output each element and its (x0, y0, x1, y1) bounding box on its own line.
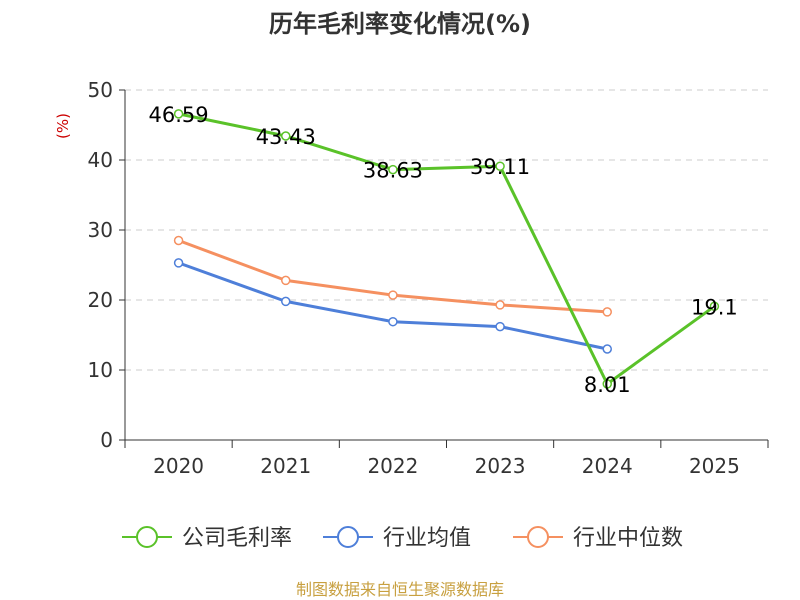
data-point (281, 131, 291, 141)
legend[interactable]: 公司毛利率 行业均值 行业中位数 (122, 526, 683, 551)
data-label: 43.43 (256, 125, 316, 149)
data-point (709, 301, 720, 312)
y-tick-label: 0 (100, 428, 113, 452)
series (173, 109, 720, 389)
data-label: 19.1 (691, 295, 738, 319)
data-point (173, 109, 184, 119)
data-point (602, 307, 612, 317)
axes: 0 10 20 30 40 50 2020 2021 2022 2023 2024 2025 (88, 78, 769, 478)
legend-label[interactable]: 行业中位数 (573, 526, 683, 551)
data-point (173, 235, 184, 246)
legend-label[interactable]: 行业均值 (383, 526, 471, 551)
y-tick-label: 50 (88, 78, 113, 102)
x-tick-label: 2022 (367, 454, 418, 478)
x-tick-label: 2021 (260, 454, 311, 478)
data-point (388, 164, 398, 175)
legend-marker (136, 526, 158, 548)
legend-marker (527, 526, 549, 548)
chart-title: 历年毛利率变化情况(%) (269, 10, 531, 38)
data-point (495, 161, 505, 171)
data-point (602, 344, 612, 354)
data-point (388, 290, 398, 300)
x-tick-label: 2025 (689, 454, 740, 478)
series-line (178, 112, 716, 386)
data-point (388, 316, 398, 327)
y-axis-title: (%) (54, 113, 72, 139)
data-point (173, 258, 184, 268)
data-label: 39.11 (470, 155, 530, 179)
data-point (281, 296, 291, 307)
y-tick-label: 10 (88, 358, 113, 382)
data-label: 38.63 (363, 159, 423, 183)
data-point (495, 300, 505, 310)
series-line (178, 261, 608, 351)
data-label: 8.01 (584, 373, 631, 397)
source-note: 制图数据来自恒生聚源数据库 (296, 580, 504, 599)
y-tick-label: 20 (88, 288, 113, 312)
gridlines (125, 89, 768, 371)
data-labels: 46.59 43.43 38.63 39.11 8.01 19.1 (149, 103, 738, 397)
x-tick-label: 2023 (475, 454, 526, 478)
data-point (495, 321, 505, 332)
data-label: 46.59 (149, 103, 209, 127)
y-tick-label: 40 (88, 148, 113, 172)
legend-label[interactable]: 公司毛利率 (182, 526, 292, 551)
data-point (281, 275, 291, 286)
legend-marker (337, 526, 359, 548)
y-tick-label: 30 (88, 218, 113, 242)
x-tick-label: 2020 (153, 454, 204, 478)
data-point (602, 379, 612, 389)
x-tick-label: 2024 (582, 454, 633, 478)
